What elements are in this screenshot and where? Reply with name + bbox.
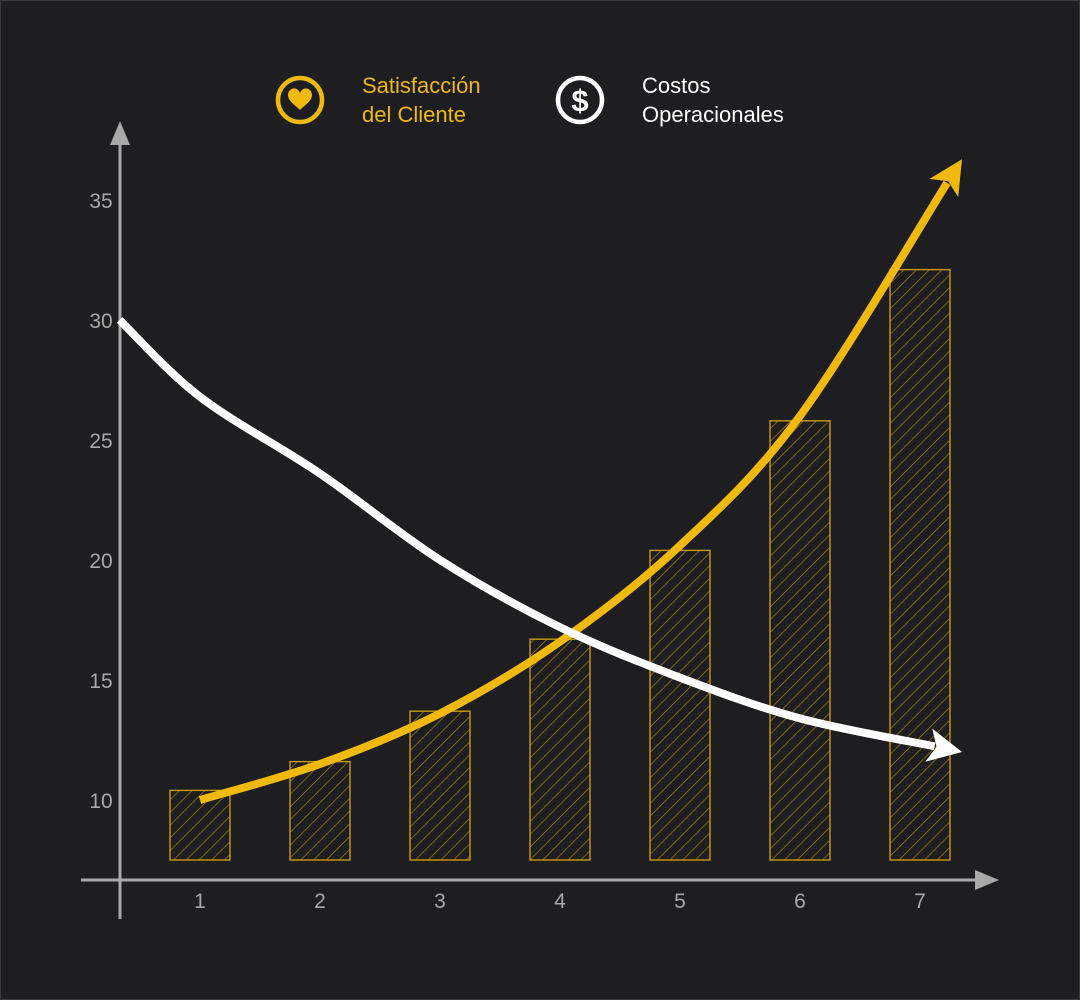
arrowhead-costs (925, 728, 962, 762)
legend-label-satisfaction-line-1: Satisfacción (362, 73, 481, 98)
x-tick-label-5: 5 (674, 890, 686, 913)
dollar-icon: $ (555, 75, 605, 125)
bar-4 (529, 638, 591, 861)
axes (81, 121, 999, 919)
bar-2 (289, 760, 351, 861)
legend: Satisfacción del Cliente $ Costos Operac… (275, 73, 784, 127)
bar-6 (769, 420, 831, 861)
x-tick-label-1: 1 (194, 890, 206, 913)
legend-label-costs-line-2: Operacionales (642, 102, 784, 127)
x-tick-label-3: 3 (434, 890, 446, 913)
y-tick-label-25: 25 (89, 430, 112, 453)
bars (169, 268, 951, 861)
bar-7 (889, 268, 951, 861)
legend-label-costs-line-1: Costos (642, 73, 710, 98)
svg-text:$: $ (571, 83, 588, 118)
x-tick-labels: 1 2 3 4 5 6 7 (194, 890, 926, 913)
bar-1 (169, 789, 231, 861)
curve-satisfaction (198, 180, 951, 804)
legend-item-satisfaction: Satisfacción del Cliente (275, 73, 481, 127)
y-tick-label-35: 35 (89, 190, 112, 213)
y-tick-label-10: 10 (89, 790, 112, 813)
heart-icon (275, 75, 325, 125)
x-tick-label-2: 2 (314, 890, 326, 913)
y-axis-arrowhead (110, 121, 130, 145)
x-tick-label-4: 4 (554, 890, 566, 913)
legend-item-costs: $ Costos Operacionales (555, 73, 784, 127)
legend-label-satisfaction-line-2: del Cliente (362, 102, 466, 127)
y-tick-label-30: 30 (89, 310, 112, 333)
arrowhead-satisfaction (929, 159, 962, 198)
x-tick-label-6: 6 (794, 890, 806, 913)
y-tick-label-15: 15 (89, 670, 112, 693)
bar-5 (649, 549, 711, 861)
curve-costs (116, 317, 936, 751)
x-tick-label-7: 7 (914, 890, 926, 913)
y-tick-label-20: 20 (89, 550, 112, 573)
curves (116, 159, 962, 804)
bar-3 (409, 710, 471, 861)
x-axis-arrowhead (975, 870, 999, 890)
y-tick-labels: 10 15 20 25 30 35 (89, 190, 112, 813)
